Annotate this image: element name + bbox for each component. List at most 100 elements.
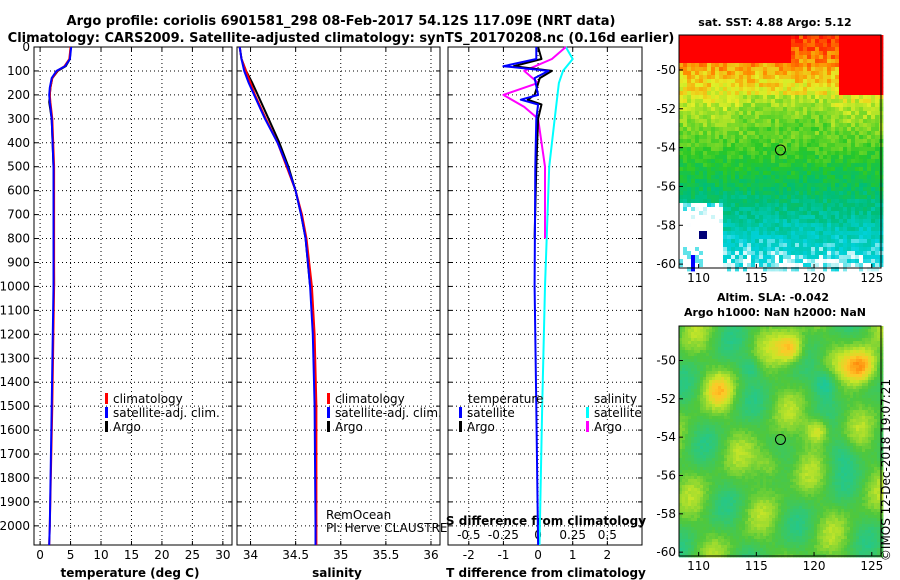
temp-legend-swatch bbox=[105, 393, 108, 404]
sla-y-tick-label: -60 bbox=[656, 545, 676, 559]
sal-x-tick-label: 34 bbox=[243, 548, 258, 562]
sla-y-tick-label: -56 bbox=[656, 469, 676, 483]
depth-tick-label: 1700 bbox=[0, 447, 30, 461]
diff-s-argo-line bbox=[502, 46, 567, 239]
temp-x-tick-label: 5 bbox=[67, 548, 75, 562]
sst-y-tick-label: -56 bbox=[656, 179, 676, 193]
depth-tick-label: 1000 bbox=[0, 279, 30, 293]
sal-x-tick-label: 34.5 bbox=[282, 548, 309, 562]
figure-title-line2: Climatology: CARS2009. Satellite-adjuste… bbox=[8, 31, 675, 46]
depth-tick-label: 1900 bbox=[0, 495, 30, 509]
temp-legend-label: climatology bbox=[113, 392, 183, 406]
remocean-credit: RemOcean bbox=[326, 508, 391, 522]
sst-x-tick-label: 120 bbox=[803, 271, 826, 285]
sst-x-tick-label: 110 bbox=[687, 271, 710, 285]
sla-map-panel: 110 115 120 125 -50 -52 -54 -56 -58 -60 Altim. SLA… bbox=[656, 291, 884, 573]
depth-tick-label: 2000 bbox=[0, 519, 30, 533]
depth-tick-label: 700 bbox=[7, 208, 30, 222]
temp-argo-line bbox=[48, 46, 72, 287]
sal-satellite-line bbox=[238, 46, 317, 545]
temperature-panel: 0100200300400500600700800900100011001200… bbox=[0, 40, 233, 580]
sal-frame bbox=[236, 46, 441, 546]
depth-tick-label: 800 bbox=[7, 232, 30, 246]
depth-tick-label: 1800 bbox=[0, 471, 30, 485]
sal-legend-swatch bbox=[327, 407, 330, 418]
sla-y-tick-label: -52 bbox=[656, 392, 676, 406]
depth-tick-label: 1600 bbox=[0, 423, 30, 437]
temp-x-tick-label: 30 bbox=[215, 548, 230, 562]
sla-map-title-line1: Altim. SLA: -0.042 bbox=[717, 291, 829, 304]
sst-y-tick-label: -52 bbox=[656, 102, 676, 116]
depth-tick-label: 1100 bbox=[0, 303, 30, 317]
temp-x-tick-label: 15 bbox=[124, 548, 139, 562]
depth-tick-label: 600 bbox=[7, 184, 30, 198]
temp-frame bbox=[33, 46, 233, 546]
figure-title-line1: Argo profile: coriolis 6901581_298 08-Fe… bbox=[67, 14, 616, 29]
sla-x-tick-label: 120 bbox=[803, 559, 826, 573]
diff-legend-left-swatch bbox=[459, 407, 462, 418]
sst-x-tick-label: 125 bbox=[860, 271, 883, 285]
depth-tick-label: 1300 bbox=[0, 351, 30, 365]
diff-s-tick-label: 0.5 bbox=[598, 528, 617, 542]
depth-tick-label: 100 bbox=[7, 64, 30, 78]
temp-legend-swatch bbox=[105, 407, 108, 418]
diff-x-tick-label: 2 bbox=[604, 548, 612, 562]
temp-x-axis-label: temperature (deg C) bbox=[61, 566, 200, 580]
sla-map-title-line2: Argo h1000: NaN h2000: NaN bbox=[684, 306, 866, 319]
diff-x-tick-label: 1 bbox=[569, 548, 577, 562]
difference-panel: -2 -1 0 1 2-0.5 -0.25 0 0.25 0.5S difference fro… bbox=[446, 46, 646, 580]
diff-legend-right-swatch bbox=[586, 407, 589, 418]
temp-satellite-line bbox=[48, 46, 73, 546]
sst-y-tick-label: -50 bbox=[656, 63, 676, 77]
depth-tick-label: 400 bbox=[7, 136, 30, 150]
diff-x-tick-label: -2 bbox=[463, 548, 475, 562]
sla-x-tick-label: 115 bbox=[745, 559, 768, 573]
diff-x-tick-label: 0 bbox=[534, 548, 542, 562]
diff-legend-salinity-title: salinity bbox=[594, 392, 637, 406]
sal-x-tick-label: 35.5 bbox=[373, 548, 400, 562]
sla-cells bbox=[679, 326, 884, 558]
sal-legend-label: Argo bbox=[335, 420, 363, 434]
sla-x-tick-label: 125 bbox=[860, 559, 883, 573]
sst-x-tick-label: 115 bbox=[745, 271, 768, 285]
diff-legend-left-label: Argo bbox=[467, 420, 495, 434]
depth-tick-label: 200 bbox=[7, 88, 30, 102]
sal-legend-label: climatology bbox=[335, 392, 405, 406]
diff-legend-left-label: satellite bbox=[467, 406, 515, 420]
depth-tick-label: 1200 bbox=[0, 327, 30, 341]
diff-frame bbox=[447, 46, 643, 546]
depth-tick-label: 900 bbox=[7, 255, 30, 269]
temp-legend-label: Argo bbox=[113, 420, 141, 434]
depth-tick-label: 0 bbox=[22, 40, 30, 54]
diff-t-axis-label: T difference from climatology bbox=[446, 566, 646, 580]
diff-s-tick-label: -0.25 bbox=[488, 528, 519, 542]
diff-legend-right-swatch bbox=[586, 421, 589, 432]
argo-position-marker bbox=[774, 144, 786, 156]
sla-x-tick-label: 110 bbox=[687, 559, 710, 573]
sal-x-tick-label: 35 bbox=[333, 548, 348, 562]
sal-legend-swatch bbox=[327, 421, 330, 432]
sla-frame bbox=[678, 325, 882, 557]
diff-s-tick-label: -0.5 bbox=[457, 528, 480, 542]
sal-x-tick-label: 36 bbox=[423, 548, 438, 562]
sst-y-tick-label: -60 bbox=[656, 257, 676, 271]
sla-y-tick-label: -58 bbox=[656, 507, 676, 521]
diff-legend-right-label: satellite bbox=[594, 406, 642, 420]
depth-tick-label: 500 bbox=[7, 160, 30, 174]
imos-stamp: ©IMOS 12-Dec-2018 19:07:21 bbox=[879, 379, 893, 561]
sst-map-panel: 110 115 120 125 -50 -52 -54 -56 -58 -60 sat. SST: … bbox=[656, 16, 884, 285]
temp-legend-swatch bbox=[105, 421, 108, 432]
diff-s-tick-label: 0.25 bbox=[559, 528, 586, 542]
sst-y-tick-label: -54 bbox=[656, 141, 676, 155]
sal-climatology-line bbox=[238, 46, 318, 545]
diff-legend-left-swatch bbox=[459, 421, 462, 432]
diff-legend-right-label: Argo bbox=[594, 420, 622, 434]
pi-credit: PI: Herve CLAUSTRE bbox=[326, 521, 447, 535]
sal-legend-swatch bbox=[327, 393, 330, 404]
depth-tick-label: 1500 bbox=[0, 399, 30, 413]
diff-s-satellite-line bbox=[538, 46, 574, 546]
sst-frame bbox=[678, 34, 882, 269]
salinity-panel: 34 34.5 35 35.5 36 salinity climatologysatelli… bbox=[236, 46, 447, 580]
argo-position-marker bbox=[774, 433, 786, 445]
